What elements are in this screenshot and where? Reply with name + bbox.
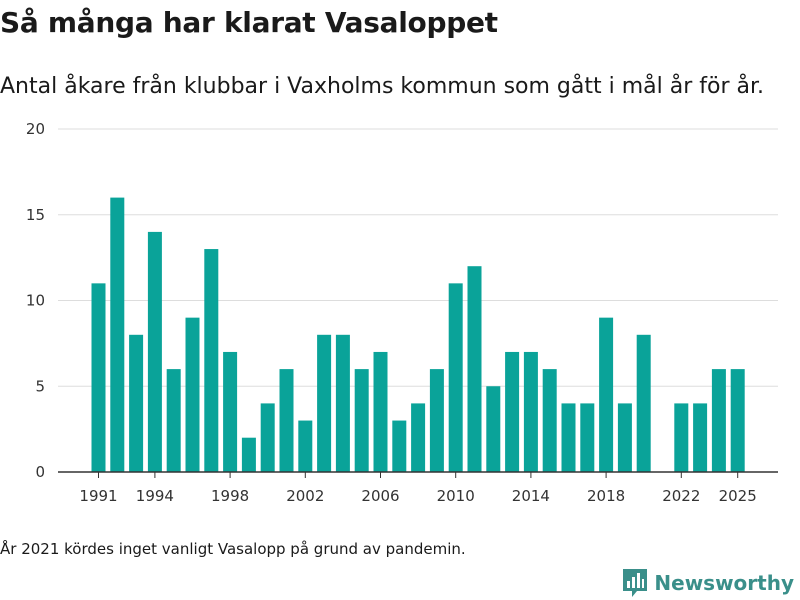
- x-tick-label: 2010: [437, 487, 475, 505]
- bar-chart: 0 5 10 15 20 1991 1994 1998 2002 2006 2010 2014 2018…: [26, 120, 778, 505]
- x-tick-label: 1998: [211, 487, 249, 505]
- bar-2014: [523, 351, 538, 472]
- x-tick-label: 1991: [79, 487, 117, 505]
- bar-2019: [617, 403, 632, 472]
- bars: [91, 197, 745, 472]
- bar-2002: [298, 420, 313, 472]
- x-tick-label: 2022: [662, 487, 700, 505]
- x-tick-label: 2002: [286, 487, 324, 505]
- bar-2010: [448, 283, 463, 472]
- bar-2013: [505, 351, 520, 472]
- bar-2017: [580, 403, 595, 472]
- bar-2001: [279, 369, 294, 472]
- bar-2007: [392, 420, 407, 472]
- bar-1994: [147, 231, 162, 472]
- newsworthy-logo-icon: [623, 569, 648, 597]
- bar-1991: [91, 283, 106, 472]
- bar-2004: [335, 334, 350, 472]
- bar-1997: [204, 249, 219, 472]
- bar-2008: [411, 403, 426, 472]
- newsworthy-logo[interactable]: Newsworthy: [622, 568, 794, 598]
- x-tick-label: 2014: [512, 487, 550, 505]
- x-tick-label: 2025: [719, 487, 757, 505]
- footnote: År 2021 kördes inget vanligt Vasalopp på…: [0, 540, 466, 558]
- bar-2000: [260, 403, 275, 472]
- bar-2012: [486, 386, 501, 472]
- bar-2005: [354, 369, 369, 472]
- bar-2024: [711, 369, 726, 472]
- bar-1999: [241, 437, 256, 472]
- chart-subtitle: Antal åkare från klubbar i Vaxholms komm…: [0, 74, 764, 99]
- x-tick-label: 1994: [136, 487, 174, 505]
- y-tick-label: 0: [35, 463, 45, 481]
- bar-2025: [730, 369, 745, 472]
- bar-2022: [674, 403, 689, 472]
- x-tick-label: 2006: [361, 487, 399, 505]
- bar-2020: [636, 334, 651, 472]
- bar-2015: [542, 369, 557, 472]
- logo-text: Newsworthy: [654, 571, 794, 595]
- bar-2016: [561, 403, 576, 472]
- y-tick-label: 20: [26, 120, 45, 138]
- y-tick-label: 5: [35, 377, 45, 395]
- bar-1992: [110, 197, 125, 472]
- bar-1998: [223, 351, 238, 472]
- gridlines: [58, 128, 778, 387]
- bar-2006: [373, 351, 388, 472]
- y-tick-label: 10: [26, 292, 45, 310]
- bar-2003: [317, 334, 332, 472]
- bar-1995: [166, 369, 181, 472]
- bar-2018: [599, 317, 614, 472]
- x-tick-label: 2018: [587, 487, 625, 505]
- axes: 0 5 10 15 20 1991 1994 1998 2002 2006 2010 2014 2018…: [26, 120, 778, 505]
- y-tick-label: 15: [26, 206, 45, 224]
- bar-1996: [185, 317, 200, 472]
- bar-2009: [429, 369, 444, 472]
- chart-title: Så många har klarat Vasaloppet: [0, 6, 498, 39]
- bar-1993: [129, 334, 144, 472]
- bar-2011: [467, 266, 482, 472]
- bar-2023: [693, 403, 708, 472]
